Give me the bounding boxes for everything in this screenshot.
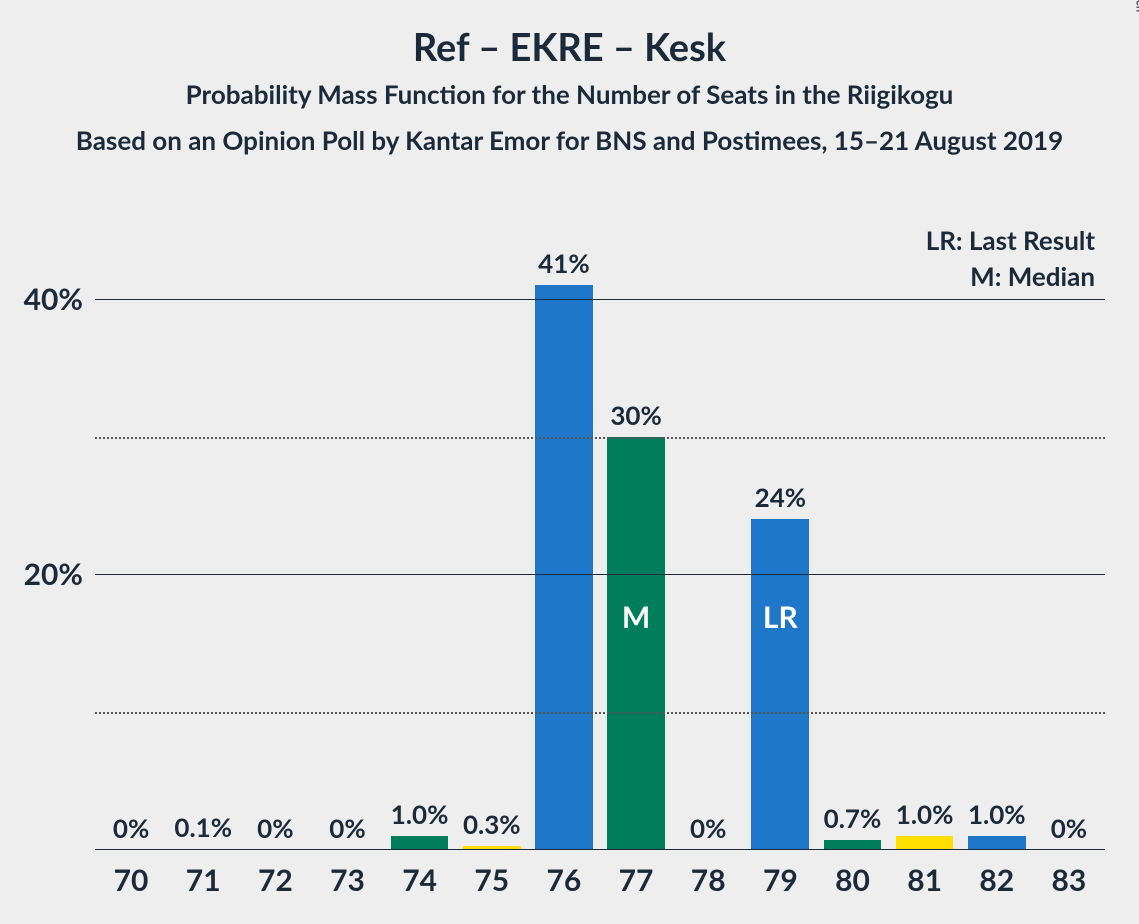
bar-value-label: 41% xyxy=(538,247,589,279)
chart-source-line: Based on an Opinion Poll by Kantar Emor … xyxy=(0,124,1139,156)
dotted-gridline xyxy=(95,437,1105,439)
bar-slot: 0.7%80 xyxy=(816,230,888,850)
bar-slot: 1.0%82 xyxy=(961,230,1033,850)
bar-value-label: 1.0% xyxy=(968,798,1026,830)
x-tick-label: 72 xyxy=(258,862,293,898)
bars-group: 0%700.1%710%720%731.0%740.3%7541%76M30%7… xyxy=(95,230,1105,850)
bar-slot: 1.0%81 xyxy=(889,230,961,850)
x-tick-label: 81 xyxy=(907,862,942,898)
bar-slot: 0%72 xyxy=(239,230,311,850)
x-tick-label: 83 xyxy=(1052,862,1087,898)
x-tick-label: 77 xyxy=(619,862,654,898)
y-tick-label: 40% xyxy=(24,281,95,317)
x-tick-label: 71 xyxy=(186,862,221,898)
bar-inner-label: M xyxy=(622,599,650,635)
bar xyxy=(535,285,593,850)
bar-value-label: 0.7% xyxy=(824,802,882,834)
x-tick-label: 76 xyxy=(547,862,582,898)
bar-slot: 0%73 xyxy=(311,230,383,850)
bar-value-label: 1.0% xyxy=(896,798,954,830)
x-tick-label: 74 xyxy=(402,862,437,898)
bar-slot: 41%76 xyxy=(528,230,600,850)
bar-value-label: 24% xyxy=(755,481,806,513)
bar-value-label: 30% xyxy=(610,399,661,431)
bar-slot: 0.1%71 xyxy=(167,230,239,850)
bar-value-label: 0% xyxy=(329,812,365,844)
x-tick-label: 82 xyxy=(979,862,1014,898)
bar-inner-label: LR xyxy=(763,599,798,635)
dotted-gridline xyxy=(95,712,1105,714)
bar xyxy=(968,836,1026,850)
bar-slot: 1.0%74 xyxy=(384,230,456,850)
bar-slot: M30%77 xyxy=(600,230,672,850)
x-axis-baseline xyxy=(95,849,1105,850)
bar-slot: LR24%79 xyxy=(744,230,816,850)
copyright-text: © 2020 Filip van Laenen xyxy=(1133,0,1139,12)
solid-gridline xyxy=(95,574,1105,575)
bar-value-label: 0.1% xyxy=(174,811,232,843)
bar: LR xyxy=(751,519,809,850)
x-tick-label: 70 xyxy=(114,862,149,898)
y-tick-label: 20% xyxy=(24,556,95,592)
chart-title: Ref – EKRE – Kesk xyxy=(0,24,1139,70)
bar-slot: 0%78 xyxy=(672,230,744,850)
x-tick-label: 75 xyxy=(474,862,509,898)
bar-slot: 0%83 xyxy=(1033,230,1105,850)
chart-subtitle: Probability Mass Function for the Number… xyxy=(0,78,1139,110)
pmf-bar-chart: Ref – EKRE – Kesk Probability Mass Funct… xyxy=(0,0,1139,924)
bar-value-label: 0.3% xyxy=(463,808,521,840)
bar-value-label: 0% xyxy=(690,812,726,844)
x-tick-label: 79 xyxy=(763,862,798,898)
plot-area: LR: Last Result M: Median 0%700.1%710%72… xyxy=(95,230,1105,850)
bar xyxy=(391,836,449,850)
bar-slot: 0.3%75 xyxy=(456,230,528,850)
bar-value-label: 0% xyxy=(113,812,149,844)
solid-gridline xyxy=(95,299,1105,300)
bar-slot: 0%70 xyxy=(95,230,167,850)
x-tick-label: 78 xyxy=(691,862,726,898)
bar-value-label: 1.0% xyxy=(391,798,449,830)
bar-value-label: 0% xyxy=(1051,812,1087,844)
bar-value-label: 0% xyxy=(257,812,293,844)
bar: M xyxy=(607,437,665,850)
bar xyxy=(896,836,954,850)
x-tick-label: 80 xyxy=(835,862,870,898)
x-tick-label: 73 xyxy=(330,862,365,898)
